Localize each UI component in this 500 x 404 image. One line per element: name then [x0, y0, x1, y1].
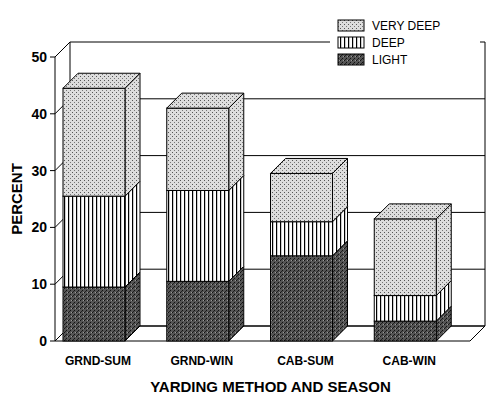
bar-segment: [167, 281, 229, 341]
x-axis-label: YARDING METHOD AND SEASON: [150, 378, 391, 395]
bar-segment: [167, 190, 229, 281]
bar-top: [271, 158, 348, 173]
y-tick: [50, 284, 55, 285]
bars: [63, 73, 451, 341]
bar-segment: [63, 88, 125, 196]
legend: VERY DEEP DEEP LIGHT: [330, 12, 480, 77]
bar-top: [167, 93, 244, 108]
y-tick-label: 0: [39, 333, 47, 349]
y-tick-label: 30: [31, 163, 47, 179]
bar-segment: [271, 173, 333, 221]
legend-bg: [330, 12, 480, 77]
chart-svg: 0 10 20 30 40 50 GRND-SUM GRND-WIN CAB-SUM CAB-WI…: [0, 0, 500, 404]
x-tick-label: CAB-SUM: [277, 354, 334, 368]
y-tick-label: 40: [31, 106, 47, 122]
bar-segment: [63, 287, 125, 341]
bar-segment: [167, 108, 229, 190]
bar-segment: [63, 196, 125, 287]
legend-label: VERY DEEP: [372, 19, 440, 33]
bar-top: [63, 73, 140, 88]
y-axis-line: [55, 57, 56, 341]
bar-segment: [271, 256, 333, 341]
y-tick: [50, 227, 55, 228]
y-tick-label: 10: [31, 276, 47, 292]
y-tick: [50, 113, 55, 114]
y-tick-label: 20: [31, 219, 47, 235]
y-tick: [50, 170, 55, 171]
bar-side: [125, 73, 140, 196]
legend-label: DEEP: [372, 36, 405, 50]
bar-segment: [374, 321, 436, 341]
legend-swatch: [338, 54, 364, 65]
legend-swatch: [338, 37, 364, 48]
bar-side: [229, 93, 244, 190]
bar-side: [436, 204, 451, 296]
x-tick-label: CAB-WIN: [383, 354, 436, 368]
y-tick: [50, 341, 55, 342]
bar-side: [229, 175, 244, 281]
bar-top: [374, 204, 451, 219]
y-axis-label: PERCENT: [8, 163, 25, 235]
chart-container: 0 10 20 30 40 50 GRND-SUM GRND-WIN CAB-SUM CAB-WI…: [0, 0, 500, 404]
back-wall-edge: [485, 42, 486, 326]
bar-segment: [374, 219, 436, 296]
legend-swatch: [338, 20, 364, 31]
y-tick-label: 50: [31, 49, 47, 65]
bar-segment: [271, 222, 333, 256]
legend-label: LIGHT: [372, 53, 408, 67]
x-tick-label: GRND-WIN: [170, 354, 233, 368]
bar-side: [333, 241, 348, 341]
bar-segment: [374, 296, 436, 322]
axes: 0 10 20 30 40 50: [31, 42, 485, 349]
x-tick-label: GRND-SUM: [65, 354, 131, 368]
bar-side: [125, 181, 140, 287]
y-tick: [50, 57, 55, 58]
